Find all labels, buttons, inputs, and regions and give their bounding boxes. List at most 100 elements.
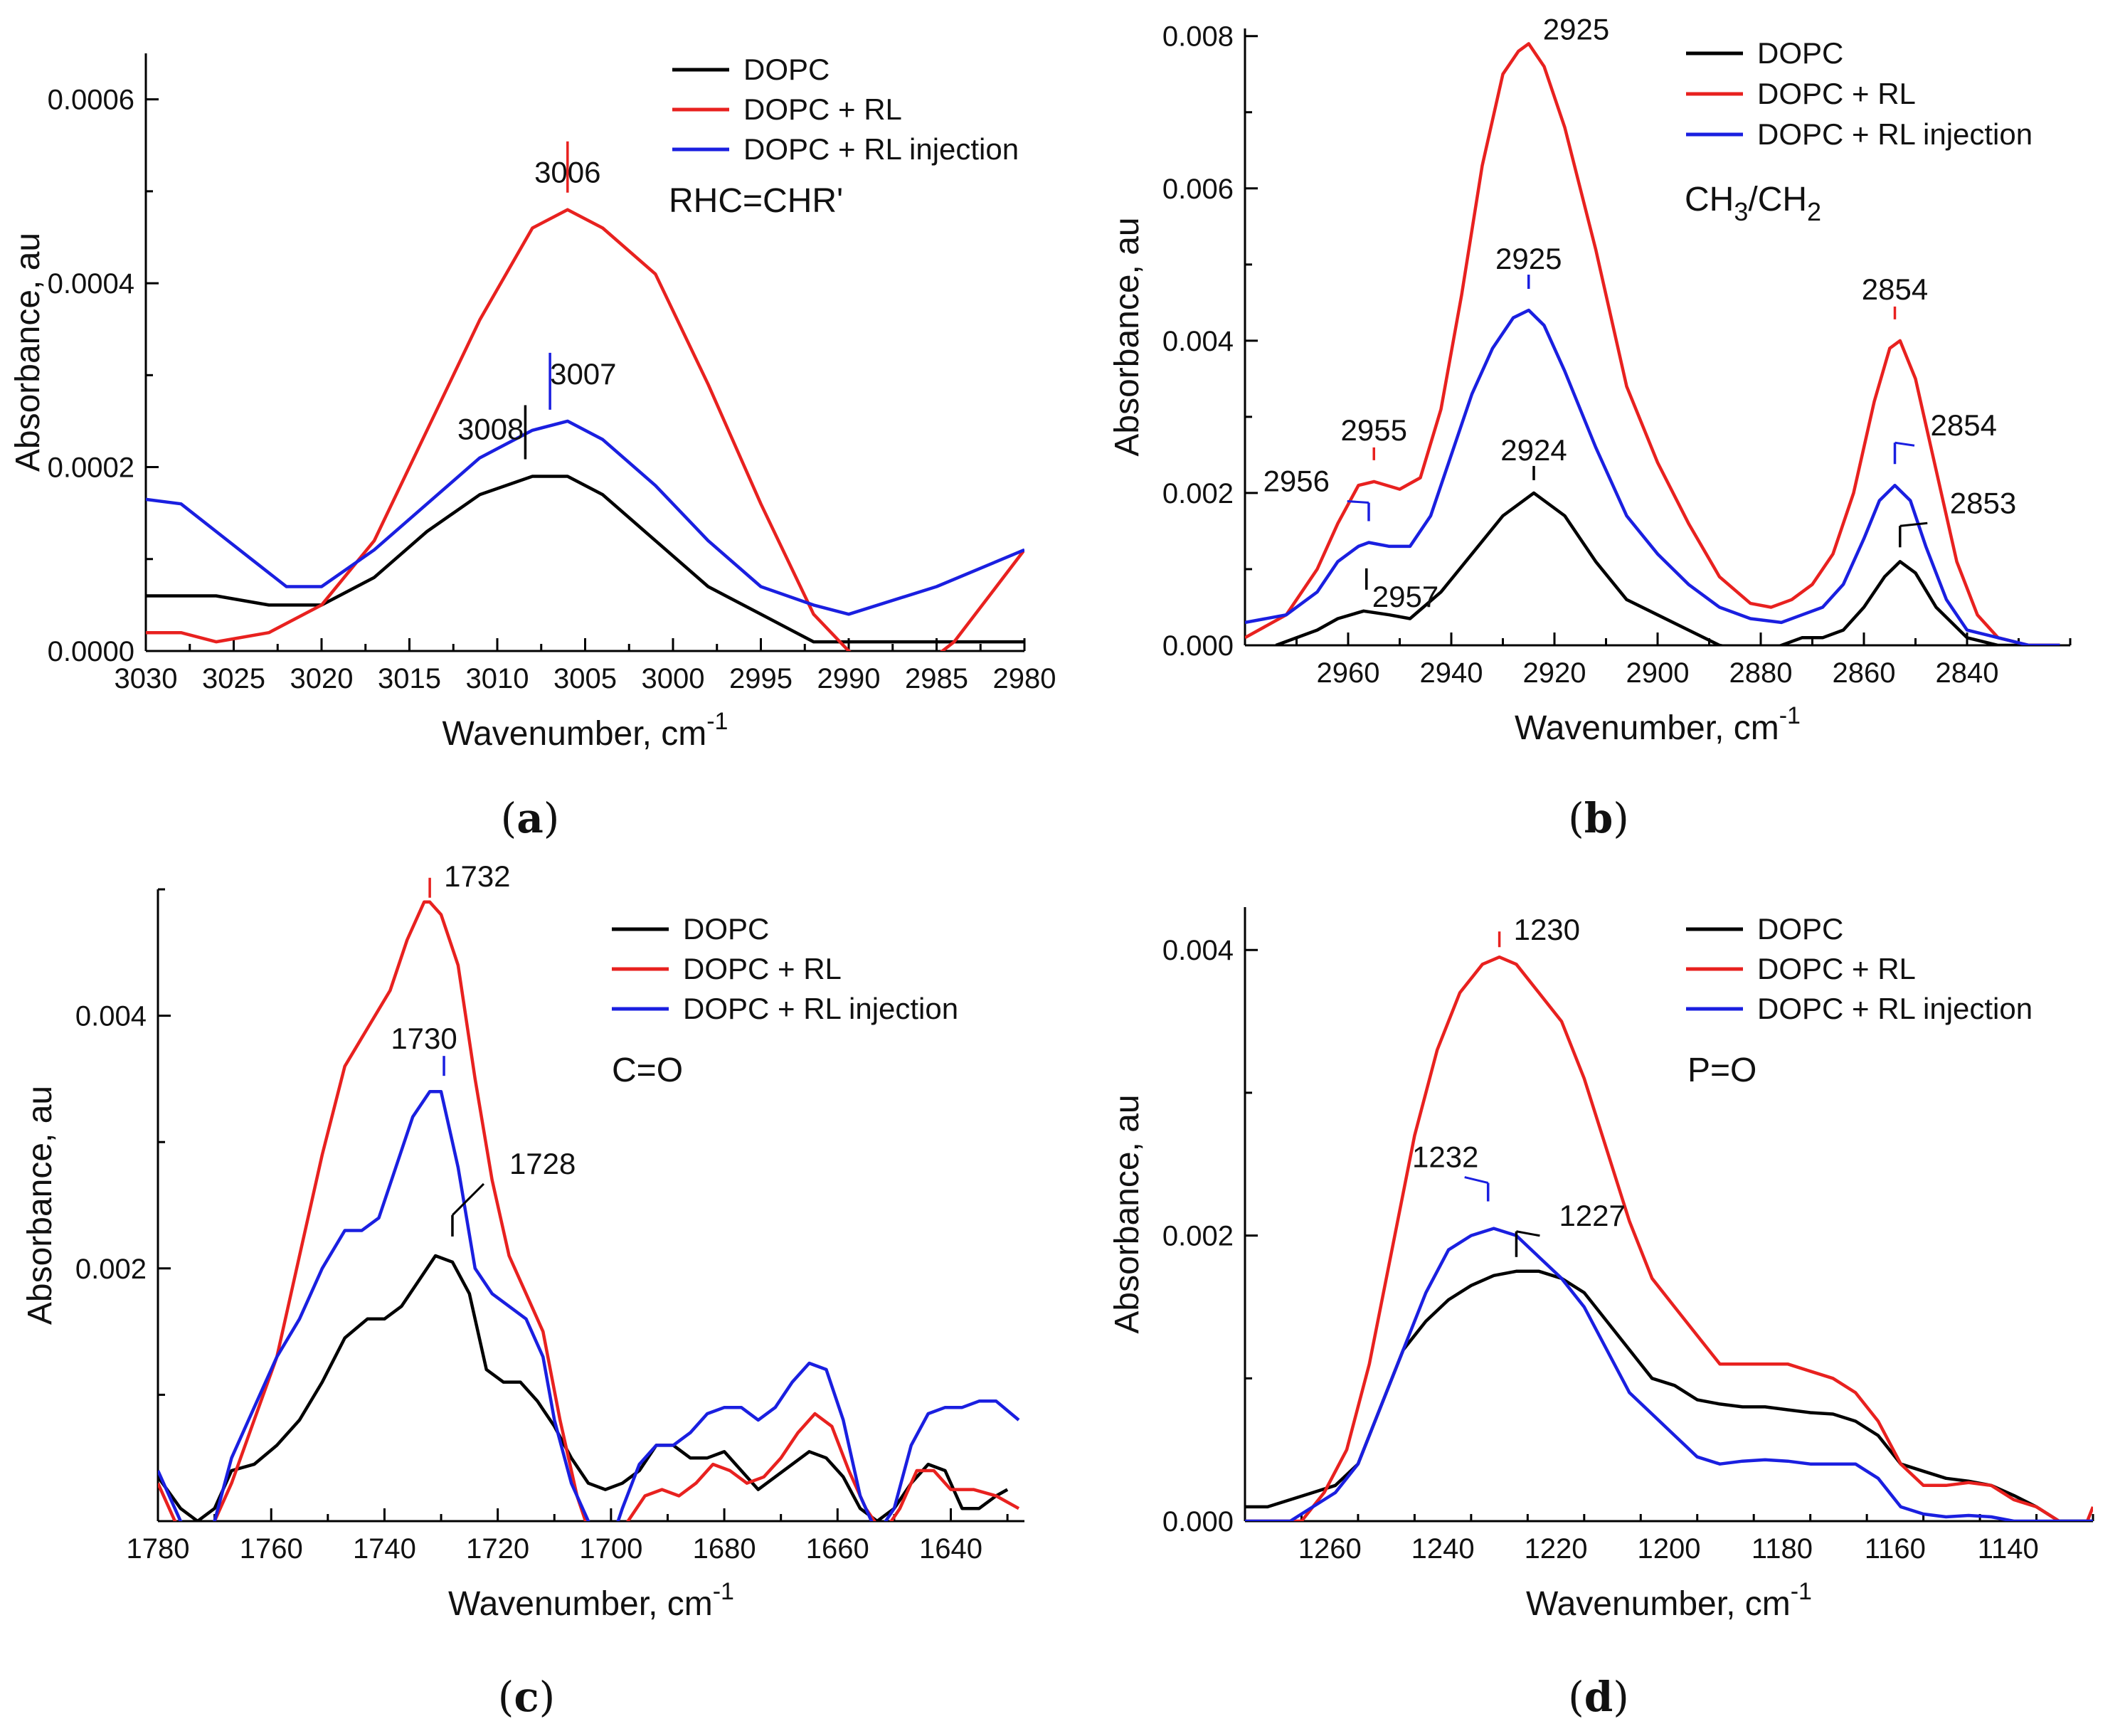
- annotation-part: CH: [1685, 181, 1734, 218]
- legend-label: DOPC + RL: [683, 952, 842, 985]
- panel-label-paren: (: [498, 1673, 514, 1721]
- peak-leader-line: [1516, 1230, 1540, 1237]
- x-tick-label: 1780: [127, 1533, 190, 1565]
- peak-label: 1730: [391, 1022, 457, 1055]
- peak-label: 3007: [550, 357, 616, 391]
- x-tick-label: 2995: [729, 663, 793, 694]
- legend-label: DOPC + RL: [743, 92, 902, 126]
- panel-label: (c): [498, 1673, 556, 1721]
- y-tick-label: 0.006: [1162, 174, 1234, 205]
- legend-label: DOPC: [683, 912, 769, 946]
- y-tick-label: 0.004: [75, 1001, 147, 1032]
- peak-label: 2853: [1950, 486, 2016, 519]
- series-line-dopc-rl: [1245, 955, 2093, 1521]
- x-tick-label: 3025: [202, 663, 265, 694]
- series-group: [1245, 955, 2093, 1521]
- y-tick-label: 0.000: [1162, 630, 1234, 662]
- panel-label-paren: (: [1568, 1673, 1584, 1721]
- x-tick-label: 1220: [1525, 1533, 1588, 1565]
- x-tick-label: 2840: [1936, 657, 1999, 689]
- x-tick-label: 1140: [1978, 1533, 2039, 1565]
- y-axis-label: Absorbance, au: [1108, 217, 1146, 456]
- x-tick-label: 1180: [1752, 1533, 1813, 1565]
- series-line-dopc-rl: [1245, 42, 2060, 645]
- legend-label: DOPC: [1757, 912, 1843, 946]
- annotation-subscript: 3: [1734, 197, 1748, 226]
- peak-label: 1232: [1412, 1140, 1478, 1174]
- x-tick-label: 3030: [115, 663, 178, 694]
- peak-label: 2925: [1495, 242, 1562, 275]
- y-tick-label: 0.0004: [48, 268, 134, 300]
- x-tick-label: 3015: [378, 663, 441, 694]
- peak-label: 2854: [1862, 272, 1928, 306]
- x-tick-label: 1700: [579, 1533, 642, 1565]
- series-line-dopc-rl-injection: [158, 1089, 1020, 1521]
- x-tick-label: 1200: [1638, 1533, 1701, 1565]
- x-tick-label: 2860: [1833, 657, 1896, 689]
- panel-label-letter: a: [516, 794, 544, 842]
- x-tick-label: 3020: [290, 663, 354, 694]
- y-tick-label: 0.0002: [48, 452, 134, 484]
- y-tick-label: 0.0006: [48, 85, 134, 116]
- panel-label: (b): [1568, 794, 1629, 842]
- panel-d: 1260 1240 1220 1200 1180 1160 1140 0.000 0.002 0.…: [1108, 907, 2094, 1721]
- peak-leader-line: [1895, 441, 1915, 447]
- legend-label: DOPC + RL injection: [1757, 992, 2033, 1025]
- x-axis-label-superscript: -1: [713, 1578, 734, 1605]
- peak-label: 3006: [534, 156, 600, 189]
- peak-label: 3008: [457, 412, 524, 445]
- panel-label: (a): [501, 794, 560, 842]
- x-axis-label: Wavenumber, cm-1: [1526, 1578, 1812, 1623]
- x-tick-label: 1740: [353, 1533, 416, 1565]
- y-axis-label: Absorbance, au: [9, 233, 47, 472]
- series-line-dopc: [146, 475, 1024, 644]
- x-axis-label: Wavenumber, cm-1: [443, 708, 728, 753]
- annotation-label: CH3/CH2: [1685, 181, 1821, 226]
- y-axis-label: Absorbance, au: [1108, 1094, 1146, 1333]
- series-group: [158, 900, 1020, 1521]
- panel-label-letter: d: [1584, 1673, 1613, 1721]
- series-line-dopc: [1275, 491, 2060, 645]
- x-tick-label: 2900: [1626, 657, 1690, 689]
- x-axis-label-superscript: -1: [706, 708, 728, 735]
- peak-label: 2854: [1931, 408, 1997, 442]
- annotation-label: C=O: [612, 1052, 683, 1089]
- y-tick-label: 0.004: [1162, 326, 1234, 357]
- y-tick-label: 0.0000: [48, 636, 134, 667]
- x-tick-label: 2960: [1317, 657, 1380, 689]
- x-tick-label: 2985: [905, 663, 968, 694]
- panel-label-paren: ): [1613, 1673, 1629, 1721]
- panel-label: (d): [1568, 1673, 1629, 1721]
- peak-label: 1227: [1559, 1199, 1625, 1232]
- peak-label: 2955: [1341, 413, 1407, 447]
- legend-label: DOPC + RL: [1757, 952, 1916, 985]
- peak-leader-line: [1464, 1176, 1489, 1185]
- series-line-dopc-rl-injection: [1245, 308, 2060, 645]
- annotation-label: RHC=CHR': [669, 182, 843, 220]
- x-tick-label: 3000: [642, 663, 705, 694]
- y-tick-label: 0.000: [1162, 1506, 1234, 1537]
- y-tick-label: 0.008: [1162, 21, 1234, 53]
- peak-leader-line: [451, 1182, 485, 1216]
- legend-label: DOPC + RL injection: [683, 992, 958, 1025]
- y-axis-label: Absorbance, au: [21, 1086, 59, 1325]
- series-group: [146, 208, 1024, 651]
- peak-label: 1230: [1514, 913, 1580, 946]
- x-axis-label-superscript: -1: [1791, 1578, 1812, 1605]
- series-line-dopc-rl: [146, 208, 1024, 651]
- x-tick-label: 1720: [466, 1533, 529, 1565]
- x-tick-label: 1760: [240, 1533, 303, 1565]
- series-line-dopc-rl-injection: [146, 419, 1024, 616]
- y-tick-label: 0.002: [75, 1254, 147, 1285]
- x-axis-label: Wavenumber, cm-1: [448, 1578, 734, 1623]
- x-tick-label: 2880: [1729, 657, 1793, 689]
- peak-leader-line: [1347, 500, 1369, 504]
- peak-leader-line: [1899, 522, 1928, 527]
- x-tick-label: 2980: [993, 663, 1056, 694]
- series-line-dopc: [158, 1254, 1009, 1521]
- peak-label: 2957: [1372, 580, 1438, 613]
- panel-label-paren: ): [1613, 794, 1629, 842]
- x-tick-label: 1640: [919, 1533, 982, 1565]
- peak-label: 2956: [1263, 465, 1330, 498]
